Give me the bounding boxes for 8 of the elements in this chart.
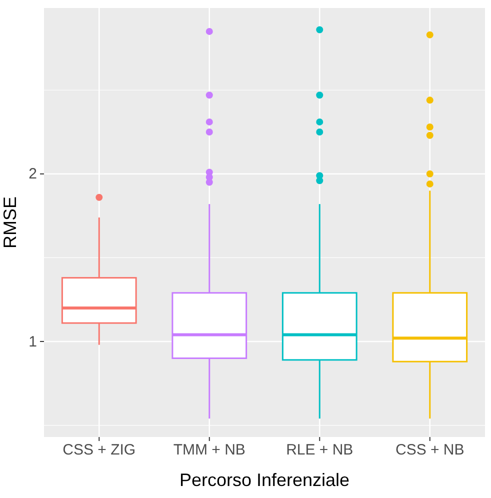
y-tick-label: 1 <box>28 333 37 350</box>
x-tick-label: TMM + NB <box>173 442 246 459</box>
y-tick-label: 2 <box>28 166 37 183</box>
x-tick-label: CSS + NB <box>395 442 464 459</box>
x-tick-label: RLE + NB <box>286 442 354 459</box>
x-axis-title: Percorso Inferenziale <box>179 470 350 490</box>
x-tick-label: CSS + ZIG <box>62 442 136 459</box>
y-axis-title: RMSE <box>0 196 20 249</box>
